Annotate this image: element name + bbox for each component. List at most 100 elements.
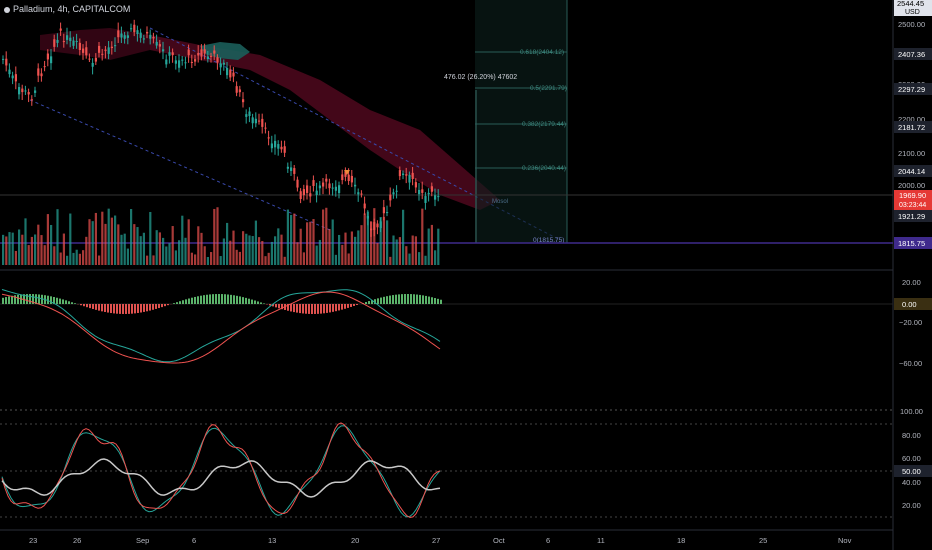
- volume-bar: [72, 252, 75, 265]
- price-axis[interactable]: 2544.45 USD 2500.00 2300.00 2200.00 2100…: [894, 0, 932, 249]
- volume-bar: [56, 209, 59, 265]
- candle-body: [360, 193, 363, 195]
- macd-hist-bar: [59, 298, 61, 304]
- candle-body: [107, 47, 110, 54]
- macd-hist-bar: [425, 295, 427, 304]
- candle-body: [283, 146, 286, 153]
- candle-body: [306, 185, 309, 193]
- candle-body: [398, 170, 401, 177]
- volume-bar: [11, 232, 14, 265]
- volume-bar: [78, 253, 81, 265]
- macd-hist-bar: [308, 304, 310, 314]
- volume-bar: [8, 232, 11, 265]
- candle-body: [312, 180, 315, 187]
- candle-body: [62, 41, 65, 43]
- candle-body: [149, 34, 152, 39]
- volume-bar: [344, 232, 347, 265]
- stoch-axis[interactable]: 100.00 80.00 60.00 50.00 40.00 20.00: [894, 407, 932, 510]
- macd-hist-bar: [392, 295, 394, 304]
- volume-bar: [178, 240, 181, 265]
- volume-bar: [296, 242, 299, 265]
- candle-body: [414, 182, 417, 188]
- macd-hist-bar: [422, 295, 424, 304]
- volume-bar: [50, 224, 53, 265]
- volume-bar: [267, 252, 270, 265]
- candle-body: [424, 196, 427, 203]
- candle-body: [18, 87, 21, 95]
- candle-body: [363, 203, 366, 209]
- time-label: 26: [73, 536, 81, 545]
- candle-body: [267, 137, 270, 139]
- stoch-tick: 80.00: [902, 431, 921, 440]
- macd-hist-bar: [107, 304, 109, 313]
- candle-body: [251, 117, 254, 124]
- trendline-lower[interactable]: [29, 99, 331, 231]
- volume-bar: [190, 252, 193, 265]
- volume-bar: [213, 208, 216, 265]
- volume-bar: [270, 241, 273, 265]
- macd-hist-bar: [98, 304, 100, 311]
- time-axis[interactable]: 23 26 Sep 6 13 20 27 Oct 6 11 18 25 Nov: [29, 536, 852, 545]
- macd-hist-bar: [17, 294, 19, 304]
- volume-bar: [62, 233, 65, 265]
- symbol-status-icon: [4, 6, 10, 13]
- time-label: 23: [29, 536, 37, 545]
- macd-hist-bar: [281, 304, 283, 310]
- macd-axis[interactable]: 20.00 0.00 −20.00 −60.00: [894, 278, 932, 368]
- macd-hist-bar: [50, 296, 52, 304]
- macd-tick: −20.00: [899, 318, 922, 327]
- volume-bar: [434, 250, 437, 265]
- low-price-badge: 1815.75: [898, 239, 925, 248]
- price-tick: 2000.00: [898, 181, 925, 190]
- macd-hist-bar: [248, 298, 250, 304]
- volume-bar: [85, 236, 88, 265]
- candle-body: [53, 39, 56, 47]
- macd-hist-bar: [152, 304, 154, 310]
- volume-bar: [184, 237, 187, 265]
- candle-body: [341, 174, 344, 181]
- volume-bar: [165, 246, 168, 265]
- macd-hist-bar: [131, 304, 133, 314]
- candle-body: [194, 59, 197, 62]
- macd-hist-bar: [122, 304, 124, 314]
- volume-bar: [149, 211, 152, 265]
- price-badge-top: 2544.45: [897, 0, 924, 8]
- volume-bar: [322, 209, 325, 265]
- macd-hist-bar: [143, 304, 145, 312]
- candle-body: [174, 60, 177, 64]
- volume-bar: [69, 213, 72, 265]
- volume-bar: [357, 230, 360, 265]
- volume-bar: [110, 217, 113, 265]
- candle-body: [219, 63, 222, 68]
- macd-hist-bar: [215, 294, 217, 304]
- volume-bar: [277, 228, 280, 265]
- time-label: Sep: [136, 536, 149, 545]
- volume-bar: [389, 256, 392, 265]
- candle-body: [110, 46, 113, 49]
- volume-bar: [197, 226, 200, 265]
- candle-body: [395, 190, 398, 192]
- macd-hist-bar: [26, 294, 28, 304]
- volume-bar: [40, 235, 43, 265]
- volume-bar: [366, 211, 369, 265]
- time-label: 6: [192, 536, 196, 545]
- candlesticks[interactable]: [2, 19, 440, 237]
- volume-bar: [181, 215, 184, 265]
- volume-bar: [194, 254, 197, 265]
- volume-bar: [206, 256, 209, 265]
- candle-body: [2, 58, 5, 60]
- candle-body: [187, 49, 190, 56]
- volume-bar: [94, 212, 97, 265]
- candle-body: [232, 72, 235, 77]
- volume-bar: [171, 226, 174, 265]
- volume-bar: [30, 236, 33, 265]
- candle-body: [334, 186, 337, 191]
- volume-bar: [130, 209, 133, 265]
- volume-bar: [146, 255, 149, 265]
- macd-hist-bar: [260, 302, 262, 304]
- candle-body: [75, 41, 78, 43]
- volume-bar: [382, 216, 385, 265]
- macd-hist-bar: [410, 294, 412, 304]
- volume-bar: [216, 207, 219, 265]
